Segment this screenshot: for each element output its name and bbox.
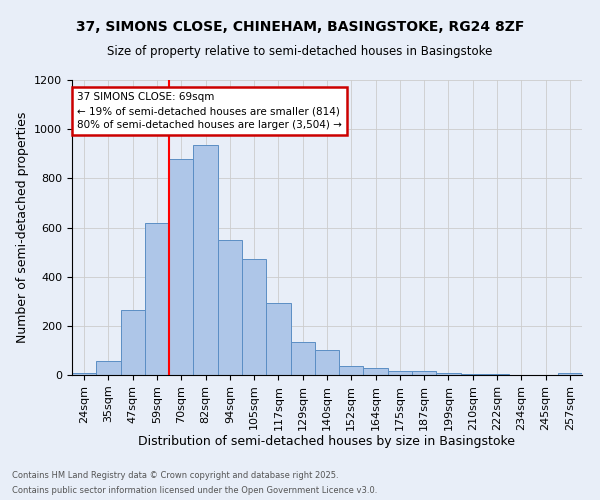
Bar <box>72 372 96 375</box>
Bar <box>121 310 145 375</box>
X-axis label: Distribution of semi-detached houses by size in Basingstoke: Distribution of semi-detached houses by … <box>139 436 515 448</box>
Bar <box>436 372 461 375</box>
Bar <box>412 371 436 375</box>
Bar <box>145 222 169 375</box>
Bar <box>485 374 509 375</box>
Text: Contains public sector information licensed under the Open Government Licence v3: Contains public sector information licen… <box>12 486 377 495</box>
Bar <box>193 145 218 375</box>
Text: 37, SIMONS CLOSE, CHINEHAM, BASINGSTOKE, RG24 8ZF: 37, SIMONS CLOSE, CHINEHAM, BASINGSTOKE,… <box>76 20 524 34</box>
Bar <box>461 374 485 375</box>
Bar <box>315 350 339 375</box>
Text: 37 SIMONS CLOSE: 69sqm
← 19% of semi-detached houses are smaller (814)
80% of se: 37 SIMONS CLOSE: 69sqm ← 19% of semi-det… <box>77 92 342 130</box>
Bar <box>96 361 121 375</box>
Bar <box>169 158 193 375</box>
Bar <box>388 370 412 375</box>
Y-axis label: Number of semi-detached properties: Number of semi-detached properties <box>16 112 29 343</box>
Bar <box>339 366 364 375</box>
Bar <box>558 373 582 375</box>
Bar <box>364 368 388 375</box>
Text: Contains HM Land Registry data © Crown copyright and database right 2025.: Contains HM Land Registry data © Crown c… <box>12 471 338 480</box>
Text: Size of property relative to semi-detached houses in Basingstoke: Size of property relative to semi-detach… <box>107 45 493 58</box>
Bar <box>242 260 266 375</box>
Bar <box>218 240 242 375</box>
Bar <box>266 303 290 375</box>
Bar <box>290 342 315 375</box>
